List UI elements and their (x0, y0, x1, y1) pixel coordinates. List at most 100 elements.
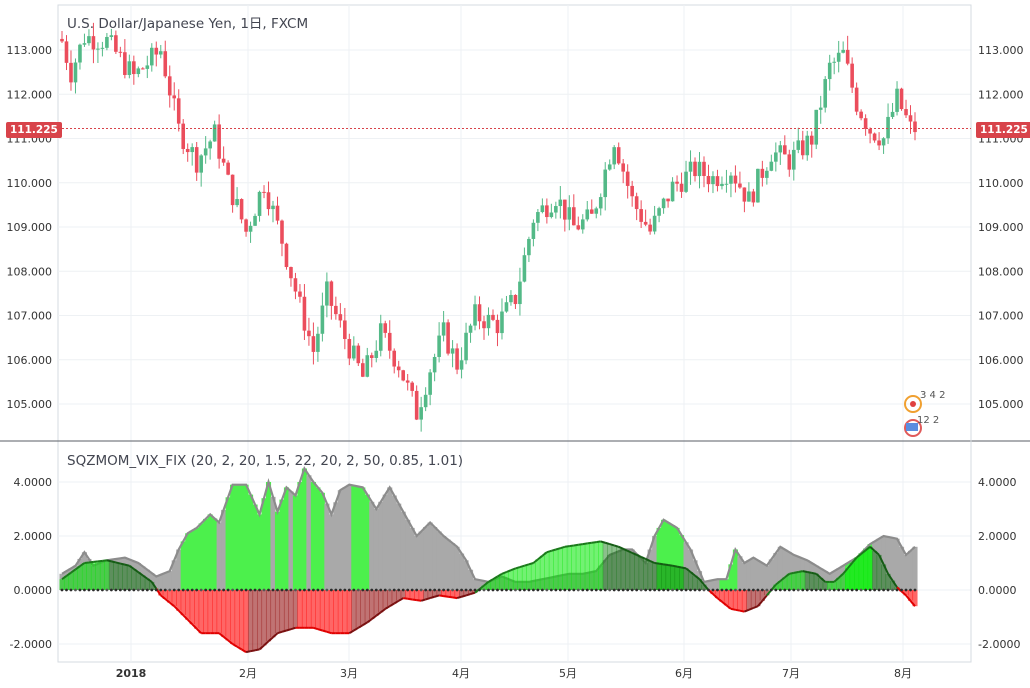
momentum-line (97, 559, 103, 563)
squeeze-dot (864, 588, 868, 592)
momentum-line (492, 575, 498, 581)
candle-body (410, 382, 414, 391)
momentum-line (860, 549, 867, 555)
vix-column (126, 559, 132, 590)
candle-body (307, 330, 311, 337)
squeeze-dot (343, 588, 347, 592)
momentum-column (342, 590, 348, 634)
momentum-column (194, 590, 200, 629)
candle-body (585, 209, 590, 220)
momentum-column (185, 590, 191, 620)
vix-column (391, 495, 397, 590)
x-tick-label: 4月 (452, 667, 470, 680)
momentum-line (891, 579, 898, 588)
momentum-column (526, 564, 532, 590)
vix-column (355, 486, 361, 590)
candle-body (91, 36, 96, 50)
squeeze-dot (347, 588, 351, 592)
momentum-column (553, 549, 559, 590)
vix-column (185, 533, 191, 590)
momentum-line (443, 595, 449, 598)
momentum-column (571, 545, 577, 590)
candle-body (87, 36, 91, 44)
candle-body (271, 205, 275, 210)
candle-body (311, 336, 316, 352)
momentum-line (546, 549, 552, 554)
momentum-column (467, 590, 474, 595)
squeeze-dot (536, 588, 540, 592)
candle-body (747, 191, 751, 202)
momentum-column (234, 590, 240, 647)
squeeze-dot (747, 588, 751, 592)
vix-column (674, 527, 680, 590)
squeeze-dot (491, 588, 495, 592)
momentum-line (317, 628, 323, 632)
momentum-line (900, 590, 907, 597)
widget-bottom-label[interactable]: 12 2 (917, 415, 940, 426)
vix-column (328, 514, 334, 590)
squeeze-dot (78, 588, 82, 592)
squeeze-dot (258, 588, 261, 592)
squeeze-dot (105, 588, 109, 592)
candle-body (679, 183, 684, 192)
squeeze-dot (154, 588, 158, 592)
candle-body (868, 128, 872, 134)
vix-column (912, 546, 918, 590)
momentum-column (409, 590, 415, 600)
momentum-line (102, 559, 108, 562)
vix-column (463, 560, 469, 590)
momentum-column (95, 561, 101, 590)
vix-column (728, 564, 734, 590)
vix-column (907, 550, 914, 590)
momentum-line (348, 629, 355, 635)
squeeze-dot (653, 588, 657, 592)
price-badge-left: 111.225 (6, 122, 62, 138)
squeeze-dot (74, 588, 77, 592)
squeeze-dot (774, 588, 778, 592)
momentum-line (277, 630, 283, 635)
momentum-line (93, 560, 99, 563)
vix-column (243, 484, 249, 590)
momentum-column (607, 544, 613, 590)
vix-column (476, 580, 483, 590)
squeeze-dot (379, 588, 383, 592)
momentum-line (106, 559, 112, 563)
candle-body (697, 161, 702, 177)
vix-column (643, 563, 649, 590)
momentum-column (890, 580, 896, 590)
momentum-column (140, 575, 146, 590)
squeeze-dot (500, 588, 504, 592)
momentum-line (250, 649, 256, 653)
widget-top-label[interactable]: 3 4 2 (920, 390, 946, 401)
squeeze-dot (65, 588, 68, 592)
vix-column (158, 574, 164, 590)
candle-body (334, 305, 338, 315)
momentum-column (845, 568, 851, 590)
momentum-line (510, 567, 516, 572)
squeeze-dot (298, 588, 302, 592)
momentum-column (867, 546, 873, 590)
candle-body (899, 88, 904, 110)
momentum-column (557, 548, 563, 590)
vix-column (256, 514, 263, 590)
momentum-column (436, 590, 442, 596)
candle-body (724, 183, 729, 185)
vix-column (387, 487, 393, 590)
candle-body (643, 221, 648, 225)
momentum-line (258, 644, 265, 651)
momentum-line (501, 571, 507, 575)
y-tick-label-right: 109.000 (978, 221, 1024, 234)
vix-column (153, 576, 159, 590)
squeeze-dot (644, 588, 648, 592)
momentum-column (126, 565, 132, 590)
momentum-column (584, 543, 590, 590)
candle-body (73, 62, 78, 83)
vix-column (230, 484, 236, 590)
candle-body (729, 175, 733, 184)
candle-body (652, 215, 657, 232)
momentum-line (802, 570, 808, 573)
momentum-line (532, 558, 539, 564)
momentum-line (506, 569, 512, 573)
